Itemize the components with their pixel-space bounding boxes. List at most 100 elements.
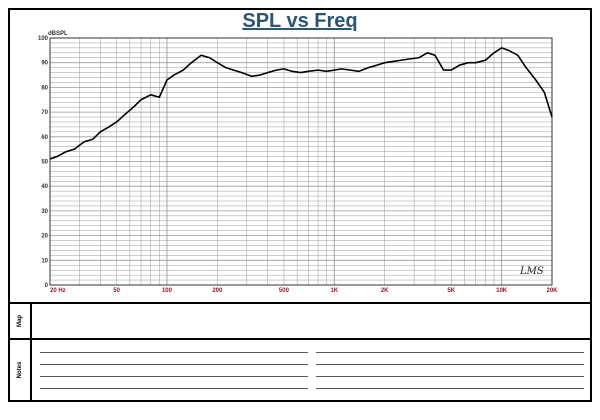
y-axis-label: dBSPL (48, 31, 68, 37)
y-tick-label: 60 (41, 135, 48, 141)
spl-data-point (400, 59, 402, 61)
spl-data-point (182, 69, 184, 71)
spl-data-point (427, 52, 428, 54)
spl-data-point (450, 69, 452, 71)
spl-data-point (368, 67, 369, 68)
spl-data-point (150, 94, 152, 96)
notes-label-cell: Notes (10, 340, 32, 400)
spl-data-point (65, 151, 67, 152)
x-tick-label: 50 (113, 288, 120, 294)
spl-data-point (350, 69, 351, 71)
spl-data-point (108, 126, 110, 128)
spl-data-point (100, 131, 101, 133)
y-tick-label: 70 (41, 110, 48, 116)
note-line (40, 364, 308, 365)
notes-row: Notes (10, 338, 590, 400)
spl-data-point (200, 54, 202, 56)
note-line (40, 352, 308, 353)
spl-data-point (340, 68, 342, 70)
chart-title: SPL vs Freq (242, 10, 358, 32)
spl-data-point (308, 71, 309, 72)
spl-data-point (140, 99, 142, 101)
spl-data-point (485, 59, 486, 61)
x-tick-label: 20K (546, 288, 558, 294)
spl-data-point (92, 138, 94, 140)
spl-curve (49, 47, 553, 160)
y-tick-label: 20 (41, 234, 48, 240)
note-line (40, 376, 308, 377)
spl-data-point (283, 68, 285, 70)
map-label: Map (17, 315, 23, 327)
spl-data-point (300, 72, 302, 73)
spl-data-point (233, 69, 234, 71)
spl-data-point (376, 64, 378, 66)
x-tick-label: 5K (447, 288, 455, 294)
spl-data-point (133, 106, 134, 108)
spl-chart: 0 10 20 30 40 50 60 70 80 90 100 20 Hz 50 100 200 500 1K… (38, 31, 558, 294)
spl-data-point (358, 71, 360, 72)
y-tick-label: 100 (38, 36, 49, 42)
map-label-cell: Map (10, 304, 32, 338)
spl-data-point (493, 52, 495, 54)
spl-data-point (275, 69, 277, 71)
spl-data-point (291, 71, 293, 72)
y-tick-label: 40 (41, 184, 48, 190)
x-tick-label: 10K (496, 288, 508, 294)
chart-frame (8, 8, 592, 402)
spl-data-point (241, 72, 243, 73)
chart-grid (49, 37, 553, 286)
note-line (40, 388, 308, 389)
tick-labels: 0 10 20 30 40 50 60 70 80 90 100 20 Hz 50 100 200 500 1K… (38, 36, 558, 294)
note-line (316, 364, 584, 365)
x-tick-label: 200 (212, 288, 223, 294)
spl-data-point (173, 74, 175, 76)
spl-data-point (408, 58, 410, 60)
spl-data-point (56, 156, 58, 157)
notes-label: Notes (17, 361, 23, 379)
spl-data-point (517, 54, 519, 56)
x-tick-label: 500 (279, 288, 290, 294)
note-line (316, 352, 584, 353)
spl-data-point (217, 62, 218, 63)
spl-data-point (508, 50, 509, 51)
spl-data-point (124, 114, 126, 115)
spl-data-point (333, 69, 335, 71)
y-tick-label: 90 (41, 61, 48, 67)
spl-data-point (525, 67, 527, 68)
spl-data-point (267, 72, 269, 73)
spl-data-point (544, 92, 545, 93)
spl-data-point (74, 148, 75, 150)
y-tick-label: 10 (41, 258, 48, 264)
spl-data-point (467, 62, 469, 63)
spl-curve-points (49, 47, 553, 160)
spl-data-point (326, 71, 327, 72)
y-tick-label: 0 (45, 283, 49, 289)
spl-data-point (551, 116, 553, 118)
spl-data-point (251, 75, 252, 77)
spl-data-point (166, 79, 168, 81)
spl-data-point (317, 69, 319, 71)
spl-data-point (191, 62, 192, 63)
spl-data-point (83, 141, 85, 143)
spl-data-point (116, 121, 117, 123)
lower-panel: Map Notes (10, 302, 590, 400)
spl-data-point (535, 79, 537, 81)
map-row: Map (10, 302, 590, 338)
spl-data-point (459, 64, 460, 66)
spl-data-point (225, 67, 227, 68)
x-tick-label: 20 Hz (50, 288, 66, 294)
y-tick-label: 80 (41, 85, 48, 91)
x-tick-label: 100 (162, 288, 173, 294)
x-tick-label: 2K (381, 288, 389, 294)
y-tick-label: 30 (41, 209, 48, 215)
spl-data-point (259, 74, 261, 76)
y-tick-label: 50 (41, 160, 48, 166)
spl-data-point (384, 62, 385, 63)
spl-data-point (418, 57, 420, 59)
spl-data-point (443, 69, 444, 71)
note-line (316, 388, 584, 389)
x-tick-label: 1K (330, 288, 338, 294)
spl-data-point (501, 47, 502, 49)
spl-data-point (159, 96, 160, 98)
spl-data-point (392, 61, 394, 62)
